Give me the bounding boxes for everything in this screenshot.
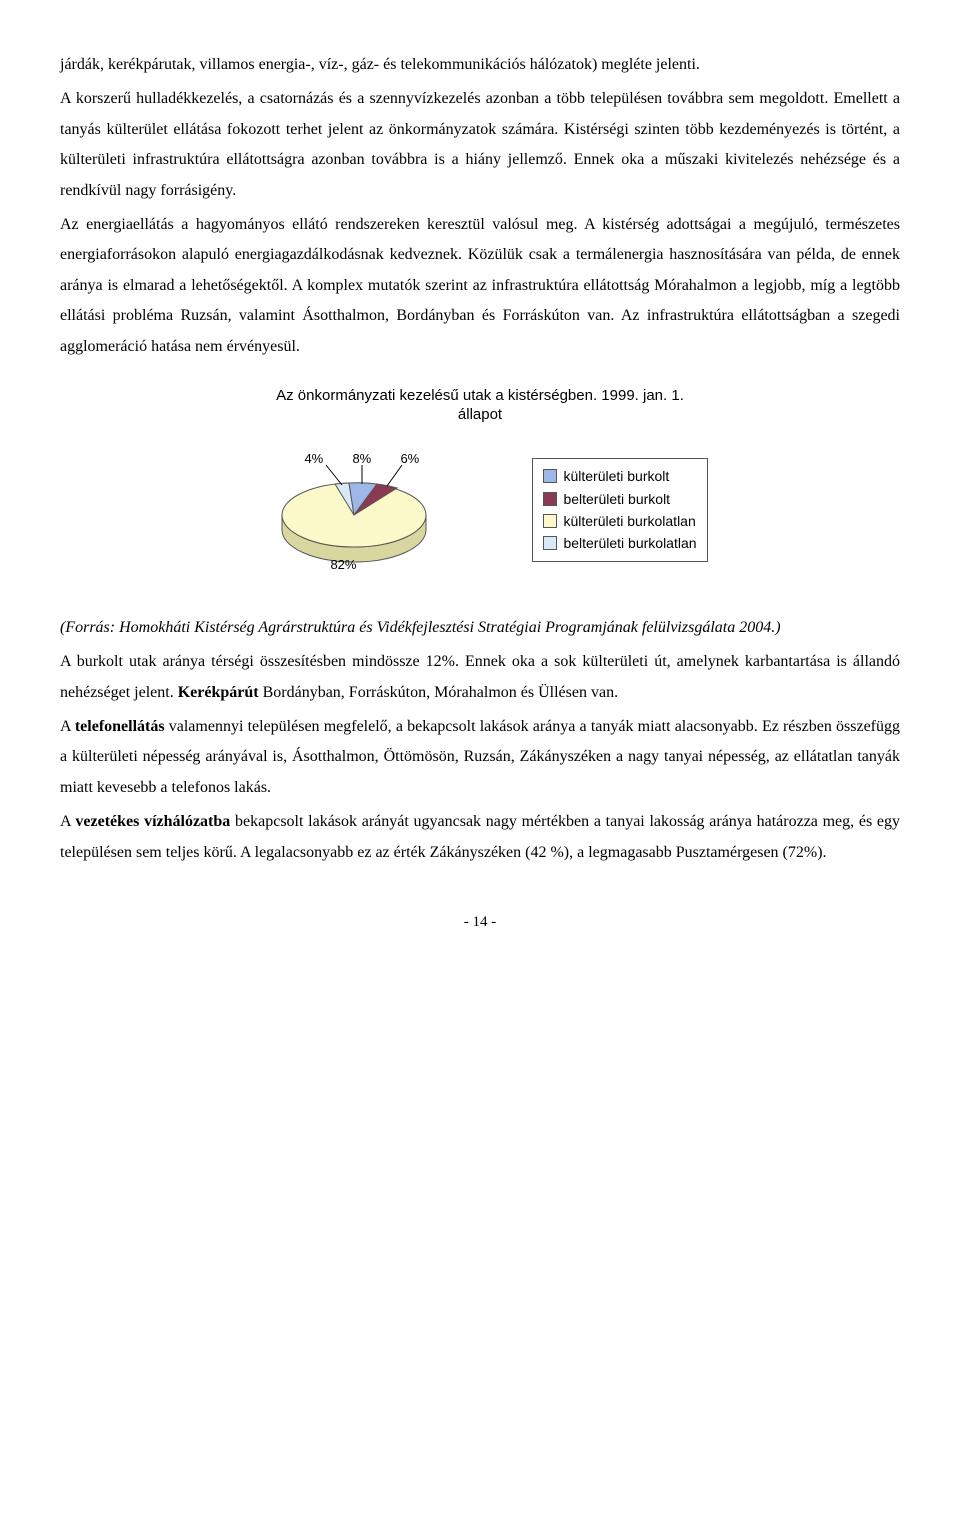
para6-a: A	[60, 813, 75, 830]
para4-bold: Kerékpárút	[178, 684, 259, 701]
legend-item-3: belterületi burkolatlan	[543, 532, 696, 554]
chart-legend: külterületi burkolt belterületi burkolt …	[532, 458, 707, 562]
legend-label-2: külterületi burkolatlan	[563, 510, 695, 532]
paragraph-5: A telefonellátás valamennyi településen …	[60, 712, 900, 803]
legend-label-3: belterületi burkolatlan	[563, 532, 696, 554]
paragraph-1: járdák, kerékpárutak, villamos energia-,…	[60, 50, 900, 80]
para5-b: valamennyi településen megfelelő, a beka…	[60, 718, 900, 796]
chart-title-line1: Az önkormányzati kezelésű utak a kistérs…	[276, 387, 684, 404]
leader-4	[326, 465, 342, 485]
pie-label-82: 82%	[330, 553, 356, 578]
paragraph-6: A vezetékes vízhálózatba bekapcsolt laká…	[60, 807, 900, 868]
paragraph-3: Az energiaellátás a hagyományos ellátó r…	[60, 210, 900, 362]
legend-swatch-3	[543, 536, 557, 550]
legend-item-1: belterületi burkolt	[543, 488, 696, 510]
legend-swatch-2	[543, 514, 557, 528]
page-number: - 14 -	[60, 908, 900, 937]
chart-title-line2: állapot	[458, 406, 502, 423]
pie-chart: 4% 8% 6% 82%	[252, 435, 472, 585]
legend-swatch-1	[543, 492, 557, 506]
pie-label-4: 4%	[304, 447, 323, 472]
legend-label-0: külterületi burkolt	[563, 465, 669, 487]
legend-item-2: külterületi burkolatlan	[543, 510, 696, 532]
para6-bold: vezetékes vízhálózatba	[75, 813, 230, 830]
legend-swatch-0	[543, 469, 557, 483]
paragraph-2: A korszerű hulladékkezelés, a csatornázá…	[60, 84, 900, 206]
para4-b: Bordányban, Forráskúton, Mórahalmon és Ü…	[259, 684, 618, 701]
para5-a: A	[60, 718, 75, 735]
chart-source: (Forrás: Homokháti Kistérség Agrárstrukt…	[60, 613, 900, 643]
pie-label-6: 6%	[400, 447, 419, 472]
pie-label-8: 8%	[352, 447, 371, 472]
paragraph-4: A burkolt utak aránya térségi összesítés…	[60, 647, 900, 708]
para5-bold: telefonellátás	[75, 718, 165, 735]
legend-label-1: belterületi burkolt	[563, 488, 670, 510]
legend-item-0: külterületi burkolt	[543, 465, 696, 487]
chart-title: Az önkormányzati kezelésű utak a kistérs…	[60, 386, 900, 425]
chart-area: 4% 8% 6% 82% külterületi burkolt belterü…	[60, 435, 900, 585]
